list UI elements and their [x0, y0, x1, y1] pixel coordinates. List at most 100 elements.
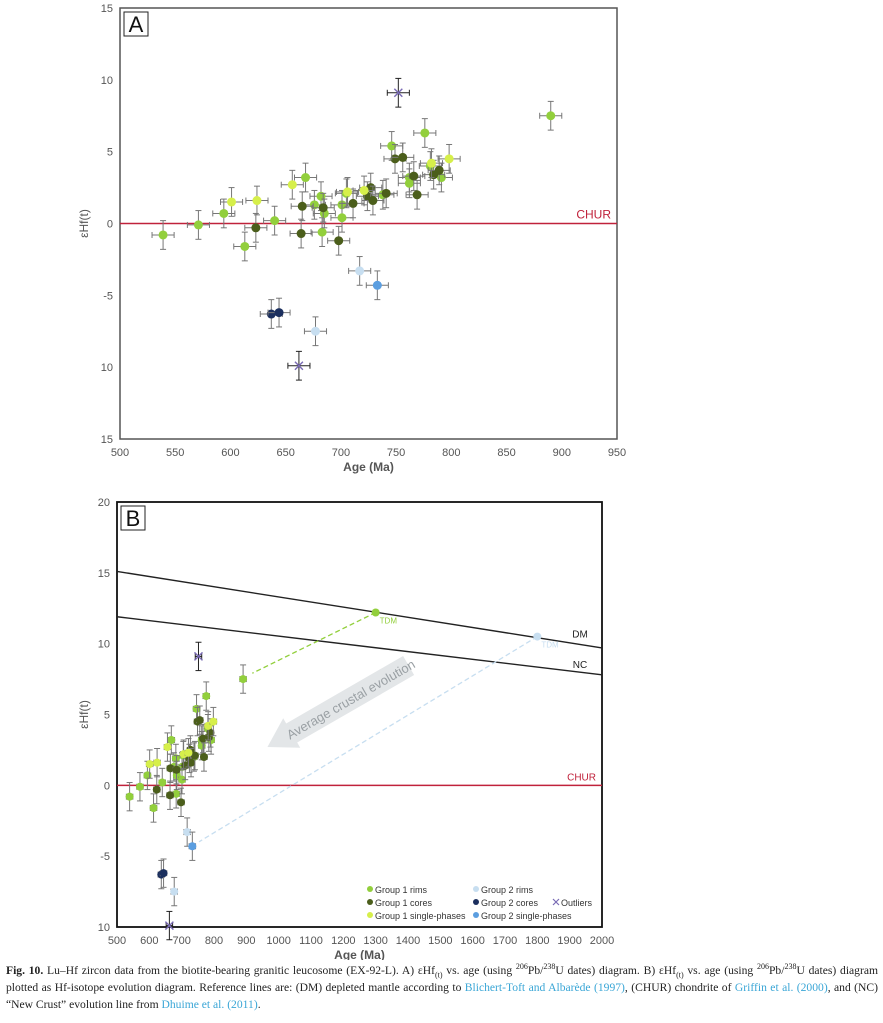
marker [166, 764, 175, 773]
marker [266, 309, 276, 319]
marker [192, 704, 201, 713]
citation-link[interactable]: Griffin et al. (2000) [734, 981, 828, 994]
data-point-group1-single [437, 143, 461, 174]
data-point-group1-cores [402, 161, 426, 191]
plot-frame [116, 501, 603, 928]
marker [152, 785, 161, 794]
x-tick-label: 500 [108, 935, 126, 947]
y-tick-label: 20 [98, 497, 110, 509]
dm-label: DM [572, 629, 588, 640]
marker [546, 111, 556, 121]
figure-canvas: 500 550 600 650 700 750 800 850 900 950 15 10 5 0 -5 10… [77, 3, 626, 960]
marker [188, 842, 197, 851]
marker [372, 280, 382, 290]
legend-label: Group 1 single-phases [375, 911, 466, 921]
y-axis-title: εHf(t) [77, 209, 91, 238]
data-point-group1-cores [199, 742, 208, 772]
data-point-group1-rims [135, 772, 144, 802]
legend-item: Group 2 single-phases [473, 911, 572, 921]
marker [183, 828, 192, 837]
data-point-group1-rims [312, 198, 336, 229]
x-tick-label: 750 [387, 447, 405, 459]
legend: Group 1 rims Group 2 rims Group 1 cores Gro… [367, 885, 593, 921]
caption-text: U dates) diagram plotted as Hf-isotope e… [6, 964, 879, 994]
marker [343, 187, 353, 197]
marker [193, 220, 203, 230]
data-point-group1-cores [289, 218, 313, 249]
data-point-group2-rims [183, 817, 192, 847]
data-point-group1-cores [166, 753, 175, 783]
marker [348, 198, 358, 208]
x-tick-label: 700 [332, 447, 350, 459]
legend-label: Group 1 rims [375, 885, 428, 895]
marker [301, 173, 311, 183]
caption-text: Lu–Hf zircon data from the biotite-beari… [43, 964, 435, 977]
legend-marker [367, 899, 373, 905]
marker [240, 241, 250, 251]
data-point-group1-rims [539, 100, 563, 131]
data-point-group1-cores [327, 225, 351, 256]
x-tick-label: 900 [553, 447, 571, 459]
data-point-group1-cores [290, 191, 314, 222]
data-points [125, 641, 248, 941]
data-point-group1-cores [244, 212, 268, 243]
data-point-group2-rims [170, 876, 179, 907]
marker [287, 180, 297, 190]
marker [184, 748, 193, 757]
citation-link[interactable]: Dhuime et al. (2011) [161, 998, 258, 1011]
x-tick-label: 550 [166, 447, 184, 459]
panel-label-box [120, 505, 146, 531]
legend-label: Outliers [561, 898, 593, 908]
outlier-marker [393, 88, 403, 98]
y-tick-label: 5 [104, 710, 110, 722]
data-point-group2-single [188, 831, 197, 861]
marker [159, 869, 168, 878]
caption-text: , (CHUR) chondrite of [624, 981, 735, 994]
x-tick-label: 1500 [428, 935, 452, 947]
marker [153, 758, 162, 767]
y-tick-label: -5 [103, 290, 113, 302]
y-tick-label: -5 [100, 851, 110, 863]
marker [135, 782, 144, 791]
citation-link[interactable]: Blichert-Toft and Albarède (1997) [464, 981, 625, 994]
data-point-group1-rims [151, 220, 175, 250]
data-point-group1-rims [330, 202, 354, 233]
legend-marker [473, 912, 479, 918]
legend-label: Group 2 rims [481, 885, 534, 895]
legend-label: Group 2 single-phases [481, 911, 572, 921]
data-point-group1-cores [152, 774, 161, 805]
marker [404, 178, 414, 188]
data-point-outliers [287, 350, 311, 381]
marker [444, 154, 454, 164]
data-point-group2-cores [159, 858, 168, 888]
y-axis-labels: 15 10 5 0 -5 10 15 εHf(t) [77, 3, 113, 446]
data-point-group1-cores [166, 780, 175, 810]
caption-text: vs. age (using [683, 964, 757, 977]
marker [239, 675, 248, 684]
y-tick-label: 0 [104, 780, 110, 792]
y-axis-labels: 20 15 10 5 0 -5 10 εHf(t) [77, 497, 110, 934]
data-point-group1-single [163, 732, 172, 762]
data-point-group1-cores [177, 787, 186, 817]
marker [270, 216, 280, 226]
data-point-group2-rims [348, 256, 372, 286]
y-tick-label: 10 [101, 362, 113, 374]
marker [318, 203, 328, 213]
marker [167, 736, 176, 744]
data-point-group1-single [209, 706, 218, 737]
marker [274, 308, 284, 318]
x-axis-title: Age (Ma) [343, 460, 394, 474]
figure-number: Fig. 10. [6, 964, 44, 977]
data-point-group1-rims [263, 205, 287, 236]
marker [390, 154, 400, 164]
marker [195, 716, 204, 725]
marker [337, 213, 347, 223]
marker [158, 230, 168, 240]
tdm-dashed-arrow [252, 611, 376, 674]
caption-text: . [257, 998, 261, 1011]
y-tick-label: 15 [98, 568, 110, 580]
data-point-group1-cores [172, 755, 181, 785]
marker [190, 751, 199, 760]
data-point-group1-single [145, 749, 154, 779]
x-tick-label: 1700 [493, 935, 517, 947]
